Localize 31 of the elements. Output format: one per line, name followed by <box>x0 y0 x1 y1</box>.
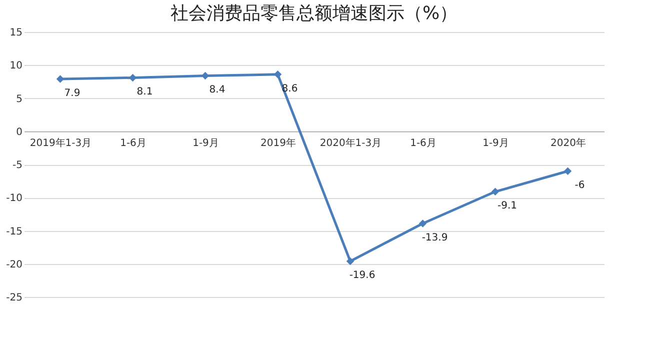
point <box>564 167 572 175</box>
x-tick-label: 1-9月 <box>482 138 509 149</box>
data-label: 7.9 <box>64 88 80 100</box>
data-label: -19.6 <box>349 270 376 282</box>
data-label: -13.9 <box>422 232 448 244</box>
x-tick-label: 1-6月 <box>410 138 436 149</box>
y-tick-label: -25 <box>6 292 22 304</box>
x-tick-label: 2020年1-3月 <box>320 136 382 149</box>
point <box>128 74 137 82</box>
x-tick-label: 2019年1-3月 <box>30 136 92 149</box>
y-tick-label: -5 <box>12 160 22 171</box>
point <box>346 257 354 266</box>
x-tick-label: 2020年 <box>550 136 586 149</box>
x-tick-label: 1-6月 <box>120 138 146 149</box>
chart-title: 社会消费品零售总额增速图示（%） <box>170 3 458 24</box>
y-tick-label: 15 <box>10 28 22 38</box>
x-tick-label: 1-9月 <box>192 138 219 149</box>
point <box>418 220 427 228</box>
data-label: -6 <box>574 180 585 192</box>
x-tick-label: 2019年 <box>260 136 296 149</box>
y-tick-label: -15 <box>6 226 22 238</box>
y-tick-label: 10 <box>10 60 22 72</box>
data-label: -9.1 <box>497 200 518 212</box>
point <box>274 70 282 78</box>
data-label: 8.4 <box>209 84 226 96</box>
y-tick-label: 0 <box>16 126 22 138</box>
data-label: 8.1 <box>136 86 153 98</box>
y-tick-label: 5 <box>16 94 22 105</box>
y-tick-label: -20 <box>6 259 22 270</box>
y-tick-label: -10 <box>6 193 22 204</box>
point <box>491 188 500 196</box>
